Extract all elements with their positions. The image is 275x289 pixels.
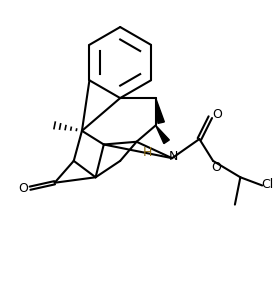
Text: Cl: Cl	[262, 178, 274, 191]
Text: O: O	[18, 182, 28, 195]
Text: O: O	[212, 108, 222, 121]
Text: N: N	[169, 150, 178, 163]
Text: O: O	[211, 161, 221, 174]
Text: H: H	[143, 146, 152, 159]
Polygon shape	[156, 98, 164, 123]
Polygon shape	[156, 125, 169, 144]
